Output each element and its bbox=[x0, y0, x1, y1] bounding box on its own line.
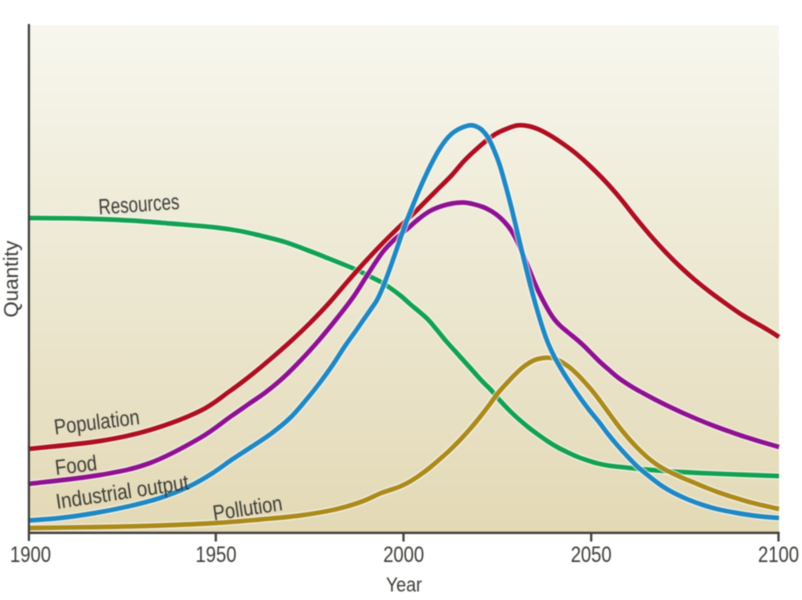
svg-text:Resources: Resources bbox=[98, 189, 181, 220]
svg-text:2100: 2100 bbox=[758, 542, 799, 567]
svg-text:Quantity: Quantity bbox=[1, 241, 23, 318]
svg-text:Food: Food bbox=[54, 451, 99, 480]
svg-text:1950: 1950 bbox=[196, 542, 237, 567]
svg-text:2050: 2050 bbox=[571, 542, 612, 567]
svg-text:2000: 2000 bbox=[383, 542, 424, 567]
svg-text:Year: Year bbox=[386, 575, 422, 597]
svg-text:1900: 1900 bbox=[10, 542, 51, 567]
